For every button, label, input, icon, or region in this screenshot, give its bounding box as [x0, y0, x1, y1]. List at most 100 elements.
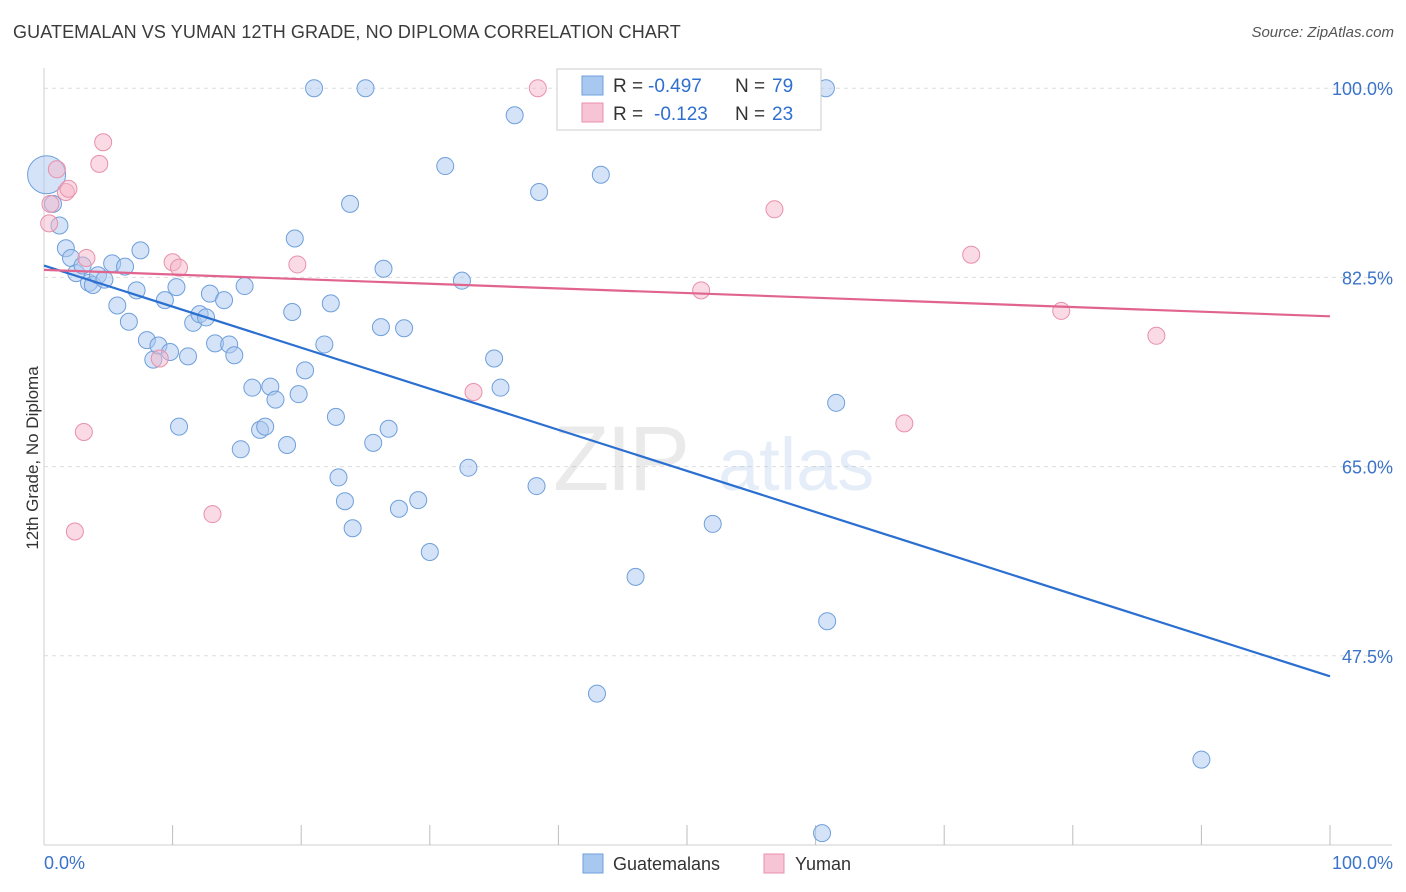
guatemalans-point: [420, 543, 439, 562]
legend-swatch-blue: [581, 75, 604, 96]
legend-n-value: 23: [772, 104, 793, 125]
guatemalans-point: [379, 419, 398, 438]
guatemalans-point: [315, 335, 334, 354]
yuman-point: [41, 194, 60, 213]
guatemalans-point: [452, 271, 471, 290]
yuman-point: [40, 214, 59, 233]
y-tick-label: 82.5%: [1342, 268, 1393, 288]
guatemalans-point: [827, 393, 846, 412]
y-tick-label: 65.0%: [1342, 458, 1393, 478]
yuman-point: [74, 423, 93, 442]
correlation-legend: R = -0.497 N = 79 R = -0.123 N = 23: [556, 68, 822, 131]
guatemalans-point: [389, 499, 408, 518]
guatemalans-point: [505, 106, 524, 125]
guatemalans-point: [243, 378, 262, 397]
yuman-point: [170, 258, 189, 277]
guatemalans-point: [343, 519, 362, 538]
guatemalans-point: [527, 477, 546, 496]
guatemalans-point: [256, 417, 275, 436]
yuman-point: [203, 505, 222, 524]
yuman-point: [77, 248, 96, 267]
guatemalans-point: [285, 229, 304, 248]
legend-r-label: R =: [613, 104, 643, 125]
guatemalans-point: [215, 291, 234, 310]
legend-n-label: N =: [735, 76, 765, 97]
grid-lines: [44, 87, 1392, 657]
guatemalans-point: [703, 514, 722, 533]
guatemalans-point: [283, 303, 302, 322]
yuman-points: [40, 79, 1166, 541]
trend-lines: [43, 264, 1331, 678]
series-legend: Guatemalans Yuman: [582, 853, 851, 874]
guatemalans-point: [231, 440, 250, 459]
guatemalans-point: [170, 417, 189, 436]
guatemalans-point: [485, 349, 504, 368]
y-tick-labels: 100.0% 82.5% 65.0% 47.5%: [1332, 79, 1393, 667]
source-label: Source: ZipAtlas.com: [1251, 24, 1394, 41]
yuman-point: [962, 245, 981, 264]
yuman-point: [765, 200, 784, 219]
guatemalans-point: [587, 684, 606, 703]
yuman-point: [150, 349, 169, 368]
yuman-point: [59, 179, 78, 198]
legend-r-value: -0.497: [648, 76, 702, 97]
guatemalans-point: [321, 294, 340, 313]
series-swatch-yuman: [763, 853, 785, 874]
guatemalans-point: [813, 824, 832, 843]
guatemalans-trend-line: [43, 264, 1331, 678]
guatemalans-point: [436, 157, 455, 176]
guatemalans-point: [491, 378, 510, 397]
guatemalans-point: [335, 492, 354, 511]
guatemalans-point: [179, 347, 198, 366]
series-label-guatemalans: Guatemalans: [613, 854, 720, 874]
yuman-point: [464, 383, 483, 402]
yuman-point: [692, 281, 711, 300]
guatemalans-point: [235, 277, 254, 296]
guatemalans-point: [818, 612, 837, 631]
guatemalans-point: [409, 491, 428, 510]
guatemalans-point: [167, 278, 186, 297]
yuman-point: [528, 79, 547, 98]
yuman-point: [895, 414, 914, 433]
watermark: ZIP atlas: [553, 408, 874, 510]
yuman-point: [94, 133, 113, 152]
guatemalans-point: [395, 319, 414, 338]
series-label-yuman: Yuman: [795, 854, 851, 874]
y-tick-label: 100.0%: [1332, 79, 1393, 99]
guatemalans-point: [278, 435, 297, 454]
guatemalans-point: [266, 390, 285, 409]
guatemalans-point: [356, 79, 375, 98]
guatemalans-point: [225, 346, 244, 365]
axes: [43, 68, 1392, 846]
guatemalans-point: [305, 79, 324, 98]
x-tick-labels: 0.0% 100.0%: [44, 853, 1393, 873]
x-tick-label: 100.0%: [1332, 853, 1393, 873]
guatemalans-point: [371, 318, 390, 337]
guatemalans-point: [591, 165, 610, 184]
legend-swatch-pink: [581, 102, 604, 123]
yuman-point: [47, 160, 66, 179]
guatemalans-point: [119, 312, 138, 331]
yuman-point: [90, 154, 109, 173]
guatemalans-point: [108, 296, 127, 315]
chart-title: GUATEMALAN VS YUMAN 12TH GRADE, NO DIPLO…: [13, 22, 681, 42]
guatemalans-point: [341, 194, 360, 213]
guatemalans-point: [131, 241, 150, 260]
guatemalans-point: [326, 407, 345, 426]
guatemalans-point: [530, 183, 549, 202]
yuman-point: [1147, 326, 1166, 345]
guatemalans-point: [329, 468, 348, 487]
legend-n-label: N =: [735, 104, 765, 125]
guatemalans-point: [116, 257, 135, 276]
series-swatch-guatemalans: [582, 853, 604, 874]
x-tick-label: 0.0%: [44, 853, 85, 873]
yuman-trend-line: [43, 268, 1331, 318]
guatemalans-point: [626, 567, 645, 586]
yuman-point: [65, 522, 84, 541]
legend-n-value: 79: [772, 76, 793, 97]
guatemalans-point: [289, 385, 308, 404]
watermark-atlas: atlas: [718, 423, 874, 506]
guatemalans-point: [459, 458, 478, 477]
guatemalans-point: [374, 259, 393, 278]
